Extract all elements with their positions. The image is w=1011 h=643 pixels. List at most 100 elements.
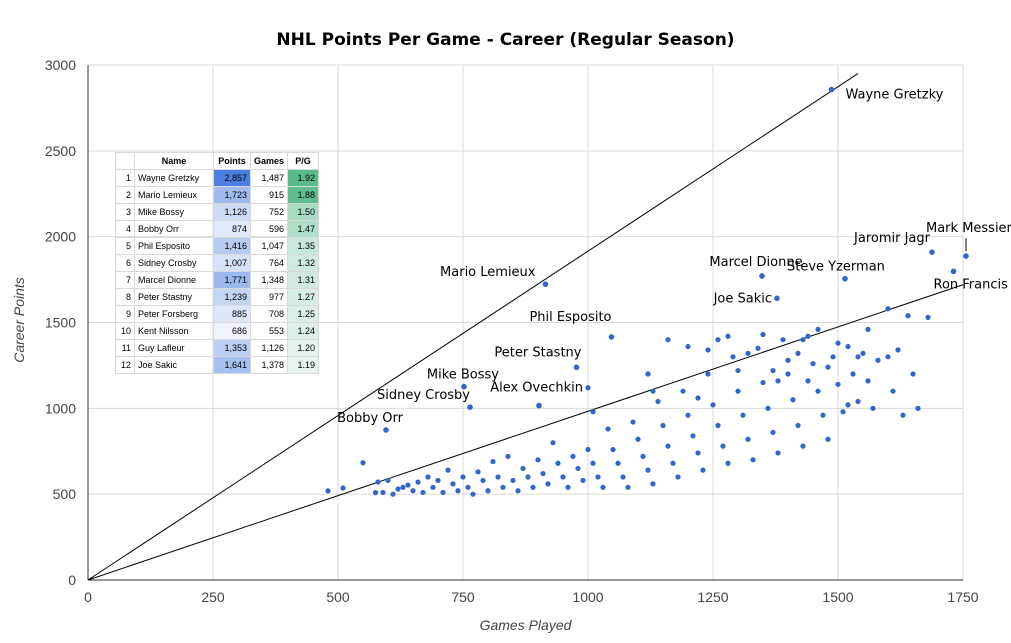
data-point — [325, 488, 331, 494]
point-label: Marcel Dionne — [709, 255, 802, 270]
data-point — [865, 326, 871, 332]
data-point — [605, 426, 611, 432]
data-point — [855, 398, 861, 405]
data-point — [665, 337, 671, 343]
x-tick-label: 1500 — [822, 589, 853, 605]
point-label: Steve Yzerman — [787, 260, 885, 275]
table-row: 8 Peter Stastny 1,239 977 1.27 — [115, 288, 320, 306]
data-point — [400, 484, 406, 490]
data-point — [730, 354, 736, 360]
table-ppg-cell: 1.20 — [287, 339, 320, 357]
data-point — [950, 268, 957, 275]
data-point — [560, 474, 566, 480]
table-ppg-cell: 1.32 — [287, 254, 320, 272]
x-tick-label: 750 — [451, 589, 475, 605]
data-point — [875, 357, 881, 363]
data-point — [700, 467, 706, 473]
data-point — [785, 371, 791, 377]
table-row: 6 Sidney Crosby 1,007 764 1.32 — [115, 254, 320, 272]
y-tick-label: 1000 — [45, 400, 76, 416]
y-tick-label: 3000 — [45, 57, 76, 73]
data-point — [800, 443, 806, 449]
data-point — [815, 388, 821, 394]
data-point — [525, 474, 531, 480]
table-rank-cell: 11 — [115, 339, 135, 357]
table-games-cell: 553 — [249, 322, 289, 340]
data-point — [755, 345, 761, 351]
data-point — [395, 486, 401, 492]
point-label: Wayne Gretzky — [846, 88, 944, 103]
data-point — [890, 388, 896, 394]
table-games-cell: 977 — [249, 288, 289, 306]
data-point — [585, 446, 591, 453]
data-point — [467, 404, 473, 410]
point-label: Joe Sakic — [713, 291, 772, 306]
data-point — [770, 429, 776, 435]
reference-line — [87, 284, 964, 581]
table-games-cell: 764 — [249, 254, 289, 272]
data-point — [805, 333, 811, 339]
data-point — [650, 388, 656, 394]
y-tick-label: 500 — [53, 486, 77, 502]
data-point — [870, 405, 876, 411]
data-point — [405, 482, 411, 488]
data-point — [850, 371, 856, 377]
data-point — [573, 364, 580, 371]
data-point — [925, 314, 931, 320]
data-point — [885, 354, 891, 360]
data-point — [595, 474, 601, 480]
y-tick-label: 0 — [68, 572, 76, 588]
data-point — [840, 409, 846, 415]
x-tick-label: 1000 — [572, 589, 603, 605]
table-ppg-cell: 1.25 — [287, 305, 320, 323]
data-point — [715, 422, 721, 429]
table-name-cell: Joe Sakic — [134, 356, 214, 374]
table-games-cell: 1,378 — [249, 356, 289, 374]
table-header-row: Name Points Games P/G — [115, 152, 320, 170]
data-point — [490, 458, 496, 465]
data-point — [780, 337, 786, 343]
data-point — [825, 436, 831, 442]
table-name-cell: Marcel Dionne — [134, 271, 214, 289]
table-rank-cell: 8 — [115, 288, 135, 306]
data-point — [461, 383, 467, 390]
data-point — [865, 378, 871, 384]
x-tick-label: 0 — [84, 589, 92, 605]
data-point — [710, 402, 716, 408]
data-point — [640, 453, 646, 459]
table-rank-cell: 2 — [115, 186, 135, 204]
table-row: 7 Marcel Dionne 1,771 1,348 1.31 — [115, 271, 320, 289]
table-ppg-cell: 1.88 — [287, 186, 320, 204]
table-name-cell: Phil Esposito — [134, 237, 214, 255]
data-point — [650, 481, 656, 487]
x-tick-label: 250 — [201, 589, 225, 605]
data-point — [670, 460, 676, 466]
data-point — [685, 343, 691, 350]
data-point — [810, 361, 816, 367]
data-point — [515, 488, 521, 494]
data-point — [340, 485, 346, 491]
data-point — [770, 367, 776, 374]
data-point — [790, 397, 796, 403]
games-header: Games — [249, 152, 289, 170]
point-label: Ron Francis — [934, 277, 1009, 292]
data-point — [860, 350, 866, 356]
table-name-cell: Wayne Gretzky — [134, 169, 214, 187]
data-point — [435, 477, 441, 484]
data-point — [660, 422, 666, 429]
data-point — [745, 350, 751, 356]
data-point — [845, 402, 851, 408]
table-name-cell: Sidney Crosby — [134, 254, 214, 272]
table-ppg-cell: 1.19 — [287, 356, 320, 374]
data-point — [415, 479, 421, 485]
table-row: 10 Kent Nilsson 686 553 1.24 — [115, 322, 320, 340]
data-point — [715, 337, 721, 343]
table-row: 2 Mario Lemieux 1,723 915 1.88 — [115, 186, 320, 204]
point-label: Phil Esposito — [529, 310, 611, 325]
y-tick-label: 1500 — [45, 315, 76, 331]
table-rank-cell: 4 — [115, 220, 135, 238]
data-point — [655, 398, 661, 405]
data-point — [385, 477, 391, 484]
table-points-cell: 1,353 — [213, 339, 251, 357]
data-point — [620, 474, 626, 480]
